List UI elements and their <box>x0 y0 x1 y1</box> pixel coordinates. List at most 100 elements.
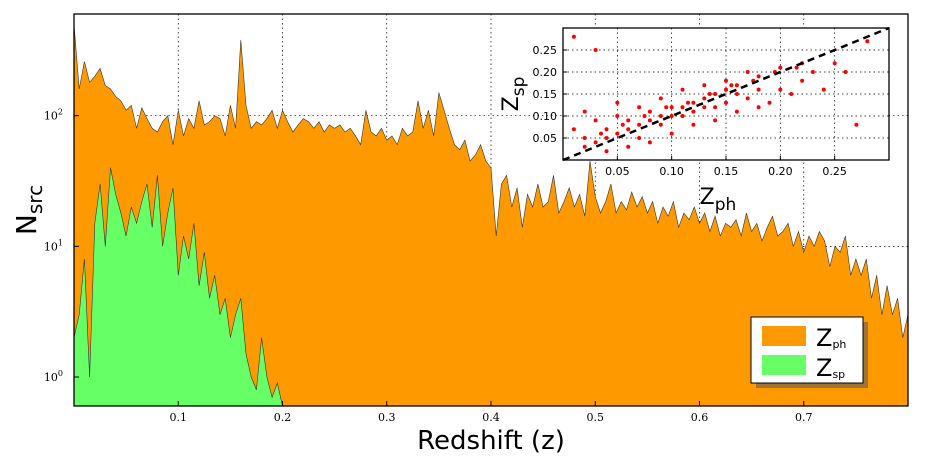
scatter-point <box>626 118 631 123</box>
x-tick-label-4: 0.5 <box>587 411 605 424</box>
scatter-point <box>724 100 728 105</box>
inset-y-tick-label-4: 0.25 <box>533 44 558 57</box>
scatter-point <box>800 78 805 83</box>
inset-x-tick-label-2: 0.15 <box>714 165 739 178</box>
scatter-point <box>571 127 576 132</box>
scatter-point <box>778 65 783 70</box>
legend-label-zsp-main: Z <box>816 354 832 382</box>
scatter-point <box>865 39 870 44</box>
scatter-point <box>647 109 652 114</box>
x-tick-label-3: 0.4 <box>482 411 500 424</box>
scatter-point <box>686 100 690 105</box>
scatter-point <box>637 136 642 140</box>
scatter-point <box>664 105 669 110</box>
scatter-point <box>713 118 718 123</box>
scatter-point <box>669 105 674 110</box>
series-area-ph <box>73 24 909 407</box>
y-axis-label-main: N <box>10 214 43 235</box>
scatter-point <box>702 96 707 101</box>
scatter-point <box>756 87 761 92</box>
scatter-point <box>734 92 739 96</box>
scatter-point <box>691 122 696 127</box>
scatter-point <box>724 78 728 83</box>
inset-y-tick-label-0: 0.05 <box>533 132 558 145</box>
inset-x-label-main: Z <box>700 185 715 210</box>
y-tick-label-2: 102 <box>44 108 63 123</box>
legend-label-zph: Zph <box>816 324 846 352</box>
scatter-point <box>734 83 739 88</box>
scatter-point <box>626 144 631 149</box>
inset-ticks: 0.05 0.10 0.15 0.20 0.25 0.05 0.10 0.15 0.20 0.25 <box>533 44 847 178</box>
x-tick-label-1: 0.2 <box>274 411 292 424</box>
scatter-point <box>745 96 750 101</box>
inset-y-tick-label-3: 0.20 <box>533 66 558 79</box>
scatter-point <box>599 131 603 136</box>
inset-x-axis-label: Zph <box>700 185 737 215</box>
scatter-point <box>843 70 848 74</box>
scatter-point <box>854 122 859 127</box>
legend-swatch-zsp <box>762 355 806 375</box>
scatter-point <box>778 87 783 92</box>
scatter-point <box>691 109 696 114</box>
scatter-point <box>626 127 631 132</box>
scatter-point <box>593 140 598 145</box>
scatter-point <box>669 131 674 136</box>
y-tick-label-0: 100 <box>44 369 63 384</box>
main-series <box>73 24 909 407</box>
inset-y-label-main: Z <box>499 96 524 111</box>
scatter-point <box>691 100 696 105</box>
scatter-point <box>680 87 685 92</box>
inset-y-tick-label-2: 0.15 <box>533 88 558 101</box>
scatter-point <box>810 70 815 74</box>
scatter-point <box>582 109 587 114</box>
legend-label-zsp-sub: sp <box>832 368 845 381</box>
inset-x-tick-label-3: 0.20 <box>768 165 793 178</box>
inset-y-axis-label: Zsp <box>499 77 529 112</box>
scatter-point <box>658 114 663 118</box>
inset-x-tick-label-1: 0.10 <box>659 165 684 178</box>
scatter-point <box>615 131 620 136</box>
legend-swatch-zph <box>762 326 806 346</box>
scatter-point <box>647 118 652 123</box>
x-tick-label-2: 0.3 <box>378 411 396 424</box>
scatter-point <box>713 105 718 110</box>
scatter-point <box>604 136 609 140</box>
scatter-point <box>642 114 647 118</box>
scatter-point <box>767 100 772 105</box>
main-ticks: 0.1 0.2 0.3 0.4 0.5 0.6 0.7 100 101 102 <box>44 108 813 424</box>
scatter-point <box>593 48 598 52</box>
scatter-point <box>745 70 750 74</box>
scatter-point <box>821 87 826 92</box>
inset-x-tick-label-4: 0.25 <box>822 165 847 178</box>
y-axis-label-sub: src <box>23 185 47 214</box>
scatter-point <box>658 96 663 101</box>
inset-y-label-sub: sp <box>509 77 529 97</box>
legend-label-zph-sub: ph <box>832 338 846 351</box>
y-axis-label: Nsrc <box>10 185 47 235</box>
series-area-sp <box>73 167 283 407</box>
scatter-point <box>615 100 620 105</box>
scatter-point <box>620 122 625 127</box>
scatter-point <box>680 105 685 110</box>
scatter-point <box>702 83 707 88</box>
scatter-point <box>702 105 707 110</box>
x-axis-label: Redshift (z) <box>417 426 565 456</box>
x-tick-label-0: 0.1 <box>170 411 188 424</box>
x-tick-label-6: 0.7 <box>795 411 813 424</box>
inset-x-label-sub: ph <box>715 195 737 215</box>
scatter-point <box>571 34 576 39</box>
y-tick-label-1: 101 <box>44 238 63 253</box>
scatter-point <box>756 74 761 79</box>
scatter-point <box>707 92 712 96</box>
inset-y-tick-label-1: 0.10 <box>533 110 558 123</box>
inset-reference-line <box>562 26 890 162</box>
legend-label-zsp: Zsp <box>816 354 845 382</box>
x-tick-label-5: 0.6 <box>691 411 709 424</box>
scatter-point <box>593 118 598 123</box>
legend: Zph Zsp <box>750 316 868 388</box>
scatter-point <box>604 149 609 154</box>
scatter-point <box>669 114 674 118</box>
scatter-point <box>637 122 642 127</box>
scatter-point <box>734 109 739 114</box>
